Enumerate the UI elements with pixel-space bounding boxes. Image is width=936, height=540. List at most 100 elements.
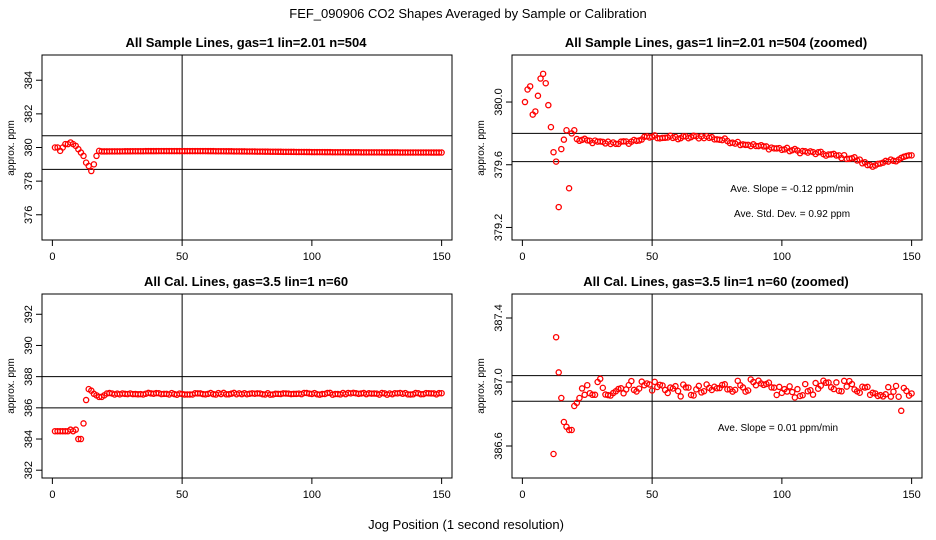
panel-title: All Sample Lines, gas=1 lin=2.01 n=504 (… <box>565 35 867 50</box>
data-point <box>789 388 796 396</box>
data-point <box>80 152 87 160</box>
y-tick-label: 380 <box>23 138 35 156</box>
data-point <box>685 384 692 391</box>
data-point <box>690 132 697 140</box>
y-tick-label: 378 <box>23 172 35 190</box>
data-point <box>682 384 690 391</box>
data-point <box>724 386 731 393</box>
data-point <box>677 393 684 400</box>
data-point <box>584 137 591 144</box>
data-point <box>786 383 793 390</box>
x-tick-label: 50 <box>176 251 188 263</box>
slope-annotation: Ave. Slope = 0.01 ppm/min <box>718 423 838 434</box>
x-tick-label: 100 <box>303 251 321 263</box>
data-point <box>903 387 910 395</box>
data-point <box>848 380 856 388</box>
data-point <box>438 149 445 156</box>
figure-title: FEF_090906 CO2 Shapes Averaged by Sample… <box>289 6 646 21</box>
x-tick-label: 100 <box>773 489 791 501</box>
data-point <box>542 79 549 87</box>
data-point <box>90 161 98 168</box>
data-point <box>584 381 591 389</box>
data-point <box>794 385 801 393</box>
slope-annotation: Ave. Slope = -0.12 ppm/min <box>730 184 854 195</box>
panel-top-right: All Sample Lines, gas=1 lin=2.01 n=504 (… <box>476 35 923 263</box>
data-point <box>565 426 573 434</box>
y-tick-label: 390 <box>23 336 35 354</box>
data-point <box>833 379 840 386</box>
data-point <box>558 394 565 402</box>
data-point <box>721 381 729 388</box>
data-point <box>75 435 82 443</box>
data-point <box>596 375 604 383</box>
data-point <box>620 138 627 145</box>
data-point <box>838 388 845 395</box>
data-point <box>856 389 863 396</box>
panel-bottom-right: All Cal. Lines, gas=3.5 lin=1 n=60 (zoom… <box>476 274 923 501</box>
data-point <box>521 98 529 106</box>
y-tick-label: 380.0 <box>493 88 505 116</box>
plot-frame <box>511 54 923 241</box>
data-point <box>534 92 542 100</box>
panel-title: All Cal. Lines, gas=3.5 lin=1 n=60 (zoom… <box>583 274 849 289</box>
data-point <box>812 379 819 387</box>
y-tick-label: 384 <box>23 71 35 89</box>
x-tick-label: 0 <box>49 489 55 501</box>
data-point <box>773 391 780 399</box>
data-point <box>760 143 767 150</box>
data-point <box>648 387 656 394</box>
panel-bottom-left: All Cal. Lines, gas=3.5 lin=1 n=60 appro… <box>6 274 453 501</box>
data-point <box>77 435 85 443</box>
data-point <box>88 167 95 175</box>
y-tick-label: 376 <box>23 206 35 224</box>
data-point <box>555 203 562 211</box>
data-point <box>817 382 825 389</box>
data-point <box>700 388 708 395</box>
data-point <box>537 75 544 82</box>
data-point <box>776 383 783 391</box>
data-point <box>435 149 443 156</box>
data-point <box>843 383 850 390</box>
x-tick-label: 100 <box>303 489 321 501</box>
y-axis-label: approx. ppm <box>476 120 487 176</box>
data-point <box>646 381 653 388</box>
data-point <box>801 380 809 388</box>
data-point <box>82 396 90 404</box>
data-point <box>576 394 583 402</box>
data-point <box>568 426 575 434</box>
data-point <box>589 391 596 399</box>
data-point <box>550 450 557 458</box>
data-point <box>539 70 547 78</box>
data-point <box>93 152 100 160</box>
data-point <box>908 152 915 159</box>
data-point <box>674 387 682 395</box>
plot-frame <box>41 293 453 479</box>
data-point <box>532 108 539 115</box>
y-tick-label: 382 <box>23 105 35 123</box>
x-tick-label: 50 <box>646 489 658 501</box>
data-point <box>552 158 560 165</box>
data-point <box>435 389 443 397</box>
data-point <box>565 185 573 192</box>
y-tick-label: 392 <box>23 305 35 323</box>
data-point <box>778 146 786 154</box>
data-point <box>825 379 832 386</box>
data-point <box>599 384 607 392</box>
y-axis-label: approx. ppm <box>476 358 487 414</box>
data-point <box>664 389 671 397</box>
data-point <box>651 378 658 386</box>
x-tick-label: 0 <box>519 251 525 263</box>
data-point <box>895 393 902 400</box>
data-point <box>897 407 905 415</box>
data-point <box>908 390 915 397</box>
data-point <box>612 140 620 148</box>
slope-annotation: Ave. Std. Dev. = 0.92 ppm <box>734 209 850 220</box>
data-point <box>560 136 568 143</box>
data-point <box>864 383 871 391</box>
data-point <box>573 399 581 407</box>
data-point <box>581 391 588 399</box>
data-point <box>438 389 445 397</box>
data-point <box>768 384 775 391</box>
panel-title: All Cal. Lines, gas=3.5 lin=1 n=60 <box>144 274 348 289</box>
